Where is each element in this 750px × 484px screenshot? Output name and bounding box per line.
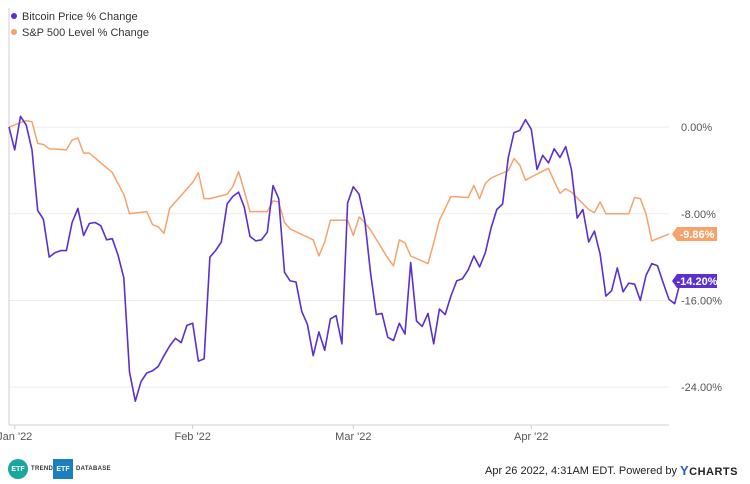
etf-trends-word: TRENDS — [31, 466, 58, 472]
ycharts-logo[interactable]: YCHARTS — [680, 463, 738, 478]
bitcoin-end-label-box — [672, 273, 717, 288]
bitcoin-legend-label: Bitcoin Price % Change — [22, 11, 138, 23]
x-tick-label: Mar '22 — [335, 431, 371, 443]
legend: Bitcoin Price % Change S&P 500 Level % Ch… — [11, 11, 149, 39]
y-tick-label: -8.00% — [681, 209, 716, 221]
etf-database-logo[interactable]: ETF DATABASE — [53, 459, 111, 479]
x-tick-label: Apr '22 — [514, 431, 549, 443]
sp500-end-label-box — [672, 226, 717, 241]
bitcoin-series-line — [8, 115, 682, 403]
y-tick-label: -24.00% — [681, 382, 722, 394]
sp500-end-label: -9.86% — [680, 229, 715, 241]
series-layer — [8, 115, 682, 403]
credit-text: Apr 26 2022, 4:31AM EDT. Powered by — [484, 464, 677, 477]
etf-trends-logo[interactable]: ETF TRENDS — [8, 459, 57, 479]
end-labels: -14.20% -9.86% — [672, 226, 718, 288]
sp500-legend-marker — [11, 29, 17, 35]
x-tick-label: Jan '22 — [0, 431, 32, 443]
ycharts-word: CHARTS — [689, 466, 738, 478]
bitcoin-end-label: -14.20% — [677, 276, 718, 288]
x-tick-label: Feb '22 — [174, 431, 210, 443]
chart-credit: Apr 26 2022, 4:31AM EDT. Powered by YCHA… — [485, 463, 738, 478]
y-tick-label: -16.00% — [681, 295, 722, 307]
sp500-series-line — [8, 119, 670, 267]
ycharts-y: Y — [679, 463, 690, 478]
y-tick-label: 0.00% — [681, 122, 712, 134]
etf-database-badge: ETF — [53, 459, 73, 479]
line-chart: 0.00% -8.00% -16.00% -24.00% Jan '22 Feb '22 M… — [0, 8, 722, 443]
etf-database-word: DATABASE — [76, 466, 111, 472]
axes: 0.00% -8.00% -16.00% -24.00% Jan '22 Feb '22 M… — [0, 8, 722, 443]
bitcoin-legend-marker — [11, 13, 17, 19]
footer: ETF TRENDS ETF DATABASE Apr 26 2022, 4:3… — [0, 452, 750, 484]
sp500-legend-label: S&P 500 Level % Change — [22, 27, 149, 39]
etf-trends-badge: ETF — [8, 459, 28, 479]
grid-lines — [9, 126, 669, 388]
